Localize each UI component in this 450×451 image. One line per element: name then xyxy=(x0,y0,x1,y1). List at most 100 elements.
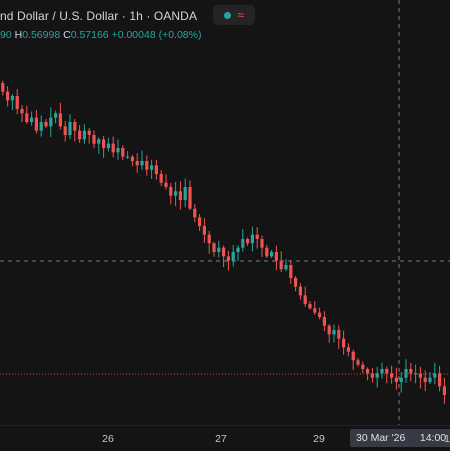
candle-body xyxy=(246,239,250,244)
candle-body xyxy=(20,109,24,114)
candle-body xyxy=(15,96,19,109)
candle-body xyxy=(231,252,235,261)
candle-body xyxy=(217,247,221,252)
candle-body xyxy=(337,330,341,339)
source-label[interactable]: OANDA xyxy=(153,9,198,23)
candle-body xyxy=(73,122,77,131)
separator: · xyxy=(142,9,154,23)
candle-body xyxy=(6,91,10,101)
candle-body xyxy=(361,364,365,369)
candle-body xyxy=(116,148,120,153)
candle-body xyxy=(102,139,106,148)
candle-body xyxy=(346,347,350,352)
candle-body xyxy=(255,234,259,239)
candle-body xyxy=(356,360,360,365)
candle-body xyxy=(34,117,38,131)
change-value: +0.00048 (+0.08%) xyxy=(111,29,202,41)
candle-body xyxy=(174,191,178,196)
separator: · xyxy=(118,9,130,23)
candle-body xyxy=(423,377,427,382)
candle-body xyxy=(351,351,355,361)
time-axis[interactable]: 26 27 29 30 Mar '26 14:00 1 xyxy=(0,425,450,451)
candle-body xyxy=(399,377,403,382)
candle-body xyxy=(409,369,413,374)
interval-label[interactable]: 1h xyxy=(129,9,143,23)
candle-body xyxy=(193,208,197,218)
candle-body xyxy=(236,247,240,252)
candle-body xyxy=(414,373,418,375)
candle-body xyxy=(97,139,101,144)
candle-body xyxy=(183,187,187,200)
candle-body xyxy=(380,369,384,374)
candle-body xyxy=(145,161,149,170)
candle-body xyxy=(308,304,312,309)
candle-body xyxy=(298,286,302,296)
candle-body xyxy=(428,377,432,382)
candle-body xyxy=(433,373,437,378)
candle-body xyxy=(44,122,48,127)
candle-body xyxy=(78,130,82,140)
close-label: C xyxy=(63,29,71,41)
candle-body xyxy=(111,143,115,153)
candle-body xyxy=(370,373,374,378)
open-value-tail: 90 xyxy=(0,29,12,41)
candle-body xyxy=(327,325,331,335)
candle-body xyxy=(279,260,283,270)
candle-body xyxy=(39,122,43,131)
candle-body xyxy=(150,165,154,170)
candle-body xyxy=(154,165,158,174)
candle-body xyxy=(241,239,245,248)
candle-body xyxy=(442,386,446,395)
time-tick-26: 26 xyxy=(102,433,114,445)
candle-body xyxy=(82,130,86,140)
candle-body xyxy=(207,234,211,244)
candle-body xyxy=(54,113,58,118)
candle-body xyxy=(92,135,96,144)
candle-body xyxy=(332,330,336,335)
candle-body xyxy=(202,226,206,235)
market-open-dot-icon xyxy=(224,11,232,19)
candle-body xyxy=(284,265,288,270)
candle-body xyxy=(313,308,317,313)
candle-body xyxy=(63,126,67,135)
ohlc-values: 90 H0.56998 C0.57166 +0.00048 (+0.08%) xyxy=(0,29,201,41)
candle-body xyxy=(322,317,326,326)
symbol-quote-label[interactable]: U.S. Dollar xyxy=(59,9,119,23)
candle-body xyxy=(130,156,134,161)
wave-icon: ≈ xyxy=(237,8,244,22)
candle-body xyxy=(58,113,62,127)
candle-body xyxy=(385,369,389,374)
candle-body xyxy=(303,295,307,304)
candle-body xyxy=(265,247,269,257)
symbol-legend[interactable]: nd Dollar / U.S. Dollar · 1h · OANDA xyxy=(0,9,197,23)
candle-body xyxy=(159,174,163,183)
candle-body xyxy=(30,117,34,122)
candle-body xyxy=(188,187,192,209)
separator: / xyxy=(48,9,60,23)
symbol-base-label[interactable]: nd Dollar xyxy=(0,9,49,23)
candle-body xyxy=(87,130,91,135)
candle-body xyxy=(1,83,5,92)
time-tick-29: 29 xyxy=(313,433,325,445)
candlestick-plot[interactable] xyxy=(0,0,450,425)
market-status-pill[interactable]: ≈ xyxy=(213,5,255,25)
candle-body xyxy=(318,312,322,317)
candle-body xyxy=(68,122,72,135)
candle-body xyxy=(250,234,254,244)
candle-body xyxy=(169,187,173,196)
candle-body xyxy=(226,256,230,261)
candle-body xyxy=(135,161,139,166)
candle-body xyxy=(121,148,125,157)
candle-body xyxy=(126,156,130,158)
candle-body xyxy=(418,373,422,378)
candle-body xyxy=(366,369,370,374)
candle-body xyxy=(289,265,293,278)
candle-body xyxy=(164,182,168,187)
candle-body xyxy=(140,161,144,166)
crosshair-time-label: 30 Mar '26 14:00 xyxy=(350,429,450,447)
high-label: H xyxy=(14,29,23,41)
candle-body xyxy=(438,373,442,387)
candle-body xyxy=(270,252,274,257)
candle-body xyxy=(25,113,29,122)
